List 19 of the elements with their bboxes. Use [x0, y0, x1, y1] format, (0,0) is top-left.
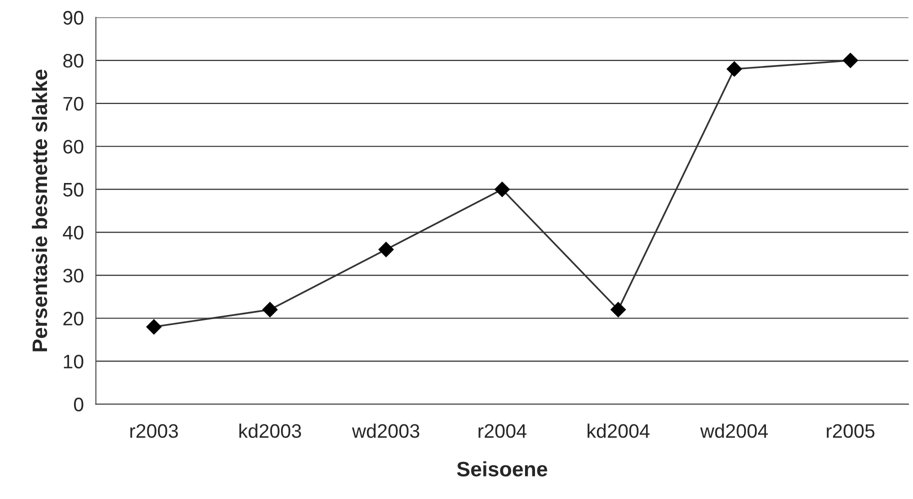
y-tick-label: 60	[63, 140, 84, 154]
x-axis-title: Seisoene	[457, 461, 548, 477]
y-tick-label: 10	[64, 354, 84, 368]
y-tick-label: 20	[63, 312, 84, 326]
y-tick-label: 0	[74, 398, 84, 412]
x-tick-label: kd2003	[239, 424, 302, 438]
y-tick-label: 80	[63, 54, 84, 68]
x-tick-label: wd2004	[700, 424, 768, 438]
x-tick-label: kd2004	[588, 424, 650, 438]
y-tick-label: 50	[63, 182, 84, 197]
y-tick-label: 30	[63, 268, 84, 283]
y-tick-label: 40	[62, 226, 84, 240]
x-tick-label: r2005	[826, 424, 874, 438]
x-tick-label: wd2003	[352, 424, 420, 438]
y-tick-label: 90	[63, 10, 84, 25]
x-tick-label: r2004	[478, 424, 526, 438]
y-tick-label: 70	[63, 96, 84, 111]
x-tick-label: r2003	[130, 424, 178, 438]
y-axis-title: Persentasie besmette slakke	[32, 70, 48, 352]
